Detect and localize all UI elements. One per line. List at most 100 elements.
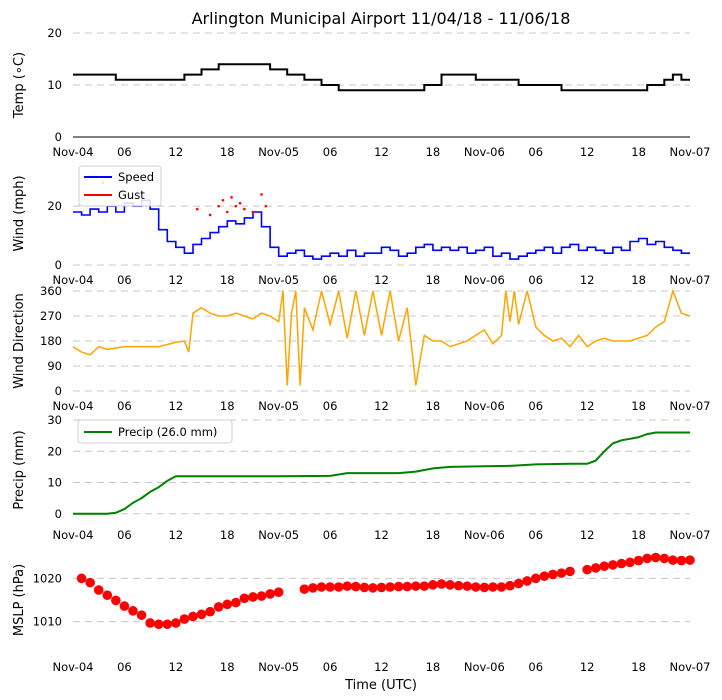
mslp-point xyxy=(273,587,284,597)
mslp-point xyxy=(128,606,138,616)
mslp-point xyxy=(153,619,164,630)
wind-gust-point xyxy=(264,204,268,208)
mslp-point xyxy=(530,573,541,584)
mslp-point xyxy=(462,581,472,591)
mslp-point xyxy=(299,584,310,594)
y-tick-label: 1010 xyxy=(33,615,62,629)
y-tick-label: 10 xyxy=(47,78,62,92)
mslp-point xyxy=(393,581,404,592)
temperature-line xyxy=(73,63,690,92)
mslp-point xyxy=(385,582,395,592)
mslp-point xyxy=(659,553,670,564)
x-tick-label: Nov-05 xyxy=(258,528,299,542)
y-tick-label: 360 xyxy=(40,284,62,298)
x-tick-label: 12 xyxy=(580,273,595,287)
legend-label-precip: Precip (26.0 mm) xyxy=(118,425,217,439)
mslp-point xyxy=(359,582,370,593)
x-tick-label: 18 xyxy=(426,273,441,287)
x-tick-label: Nov-04 xyxy=(53,660,94,674)
precip-line xyxy=(73,431,690,515)
mslp-point xyxy=(376,582,387,593)
mslp-point xyxy=(496,582,507,592)
x-tick-label: Nov-05 xyxy=(258,399,299,413)
mslp-point xyxy=(608,560,618,570)
mslp-point xyxy=(676,555,687,566)
wind-gust-point xyxy=(221,198,225,202)
x-tick-label: 18 xyxy=(426,145,441,159)
x-tick-label: Nov-06 xyxy=(464,273,505,287)
mslp-point xyxy=(188,611,198,622)
wind-direction-line xyxy=(72,288,691,386)
mslp-point xyxy=(171,618,181,628)
mslp-point xyxy=(633,555,644,566)
x-tick-label: 12 xyxy=(580,660,595,674)
x-tick-label: 06 xyxy=(528,145,543,159)
mslp-point xyxy=(342,581,353,591)
panel-mslp: 1010 1020 Nov-04 06 12 18 Nov-05 06 12 18 Nov-06 06… xyxy=(12,552,711,674)
y-tick-label: 270 xyxy=(40,309,62,323)
x-tick-label: 06 xyxy=(323,399,338,413)
mslp-point xyxy=(565,566,575,577)
x-tick-label: Nov-06 xyxy=(464,399,505,413)
mslp-point xyxy=(316,582,327,592)
x-tick-label: 18 xyxy=(220,399,235,413)
y-axis-label: Wind Direction xyxy=(12,293,27,389)
mslp-point xyxy=(410,581,421,591)
mslp-point xyxy=(239,593,250,604)
x-tick-label: 06 xyxy=(528,660,543,674)
y-tick-label: 90 xyxy=(47,359,62,373)
x-tick-label: 18 xyxy=(426,660,441,674)
x-tick-label: 18 xyxy=(631,273,646,287)
x-tick-label: 18 xyxy=(631,660,646,674)
x-tick-label: Nov-05 xyxy=(258,145,299,159)
mslp-point xyxy=(76,573,87,584)
y-tick-label: 20 xyxy=(47,199,62,213)
x-tick-label: 12 xyxy=(169,528,184,542)
x-tick-label: 12 xyxy=(169,399,184,413)
panel-temp: 0 10 20 Nov-04 06 12 18 Nov-05 06 12 18 Nov-06 06 12 1… xyxy=(12,26,710,159)
mslp-point xyxy=(265,589,275,599)
y-axis-label: Precip (mm) xyxy=(12,430,27,509)
y-tick-label: 30 xyxy=(47,413,62,427)
mslp-point xyxy=(368,583,378,593)
mslp-point xyxy=(642,553,652,564)
x-tick-label: Nov-04 xyxy=(53,528,94,542)
mslp-point xyxy=(590,563,601,573)
panels: 0 10 20 Nov-04 06 12 18 Nov-05 06 12 18 Nov-06 06 12 1… xyxy=(12,26,710,674)
x-tick-label: 18 xyxy=(220,145,235,159)
y-tick-label: 180 xyxy=(40,334,62,348)
x-tick-label: 06 xyxy=(323,145,338,159)
x-tick-label: Nov-05 xyxy=(258,273,299,287)
mslp-point xyxy=(136,610,147,620)
x-tick-label: 12 xyxy=(169,145,184,159)
y-tick-label: 0 xyxy=(55,130,62,144)
wind-gust-point xyxy=(234,204,238,208)
mslp-point xyxy=(428,580,438,590)
x-tick-label: 18 xyxy=(220,273,235,287)
wind-gust-point xyxy=(208,213,212,217)
x-tick-label: 06 xyxy=(528,273,543,287)
x-tick-label: 12 xyxy=(580,528,595,542)
mslp-point xyxy=(556,568,567,578)
legend-label-speed: Speed xyxy=(118,170,154,184)
x-tick-label: 12 xyxy=(374,660,389,674)
mslp-point xyxy=(119,601,130,611)
mslp-point xyxy=(539,571,550,581)
mslp-point xyxy=(479,582,490,593)
mslp-point xyxy=(111,595,121,606)
x-tick-label: Nov-07 xyxy=(670,273,711,287)
x-tick-label: Nov-07 xyxy=(670,528,711,542)
x-tick-label: Nov-07 xyxy=(670,660,711,674)
panel-wind: 0 20 Nov-04 06 12 18 Nov-05 06 12 18 Nov-06 06 12 18 N… xyxy=(12,165,711,287)
mslp-point xyxy=(548,569,558,580)
mslp-point xyxy=(582,564,592,575)
x-tick-label: 06 xyxy=(117,399,132,413)
precip-legend: Precip (26.0 mm) xyxy=(77,419,233,444)
wind-gust-point xyxy=(230,196,233,199)
x-tick-label: Nov-06 xyxy=(464,145,505,159)
x-tick-label: 18 xyxy=(426,528,441,542)
mslp-point xyxy=(248,592,258,602)
x-tick-label: 12 xyxy=(374,528,389,542)
y-tick-label: 0 xyxy=(55,507,62,521)
